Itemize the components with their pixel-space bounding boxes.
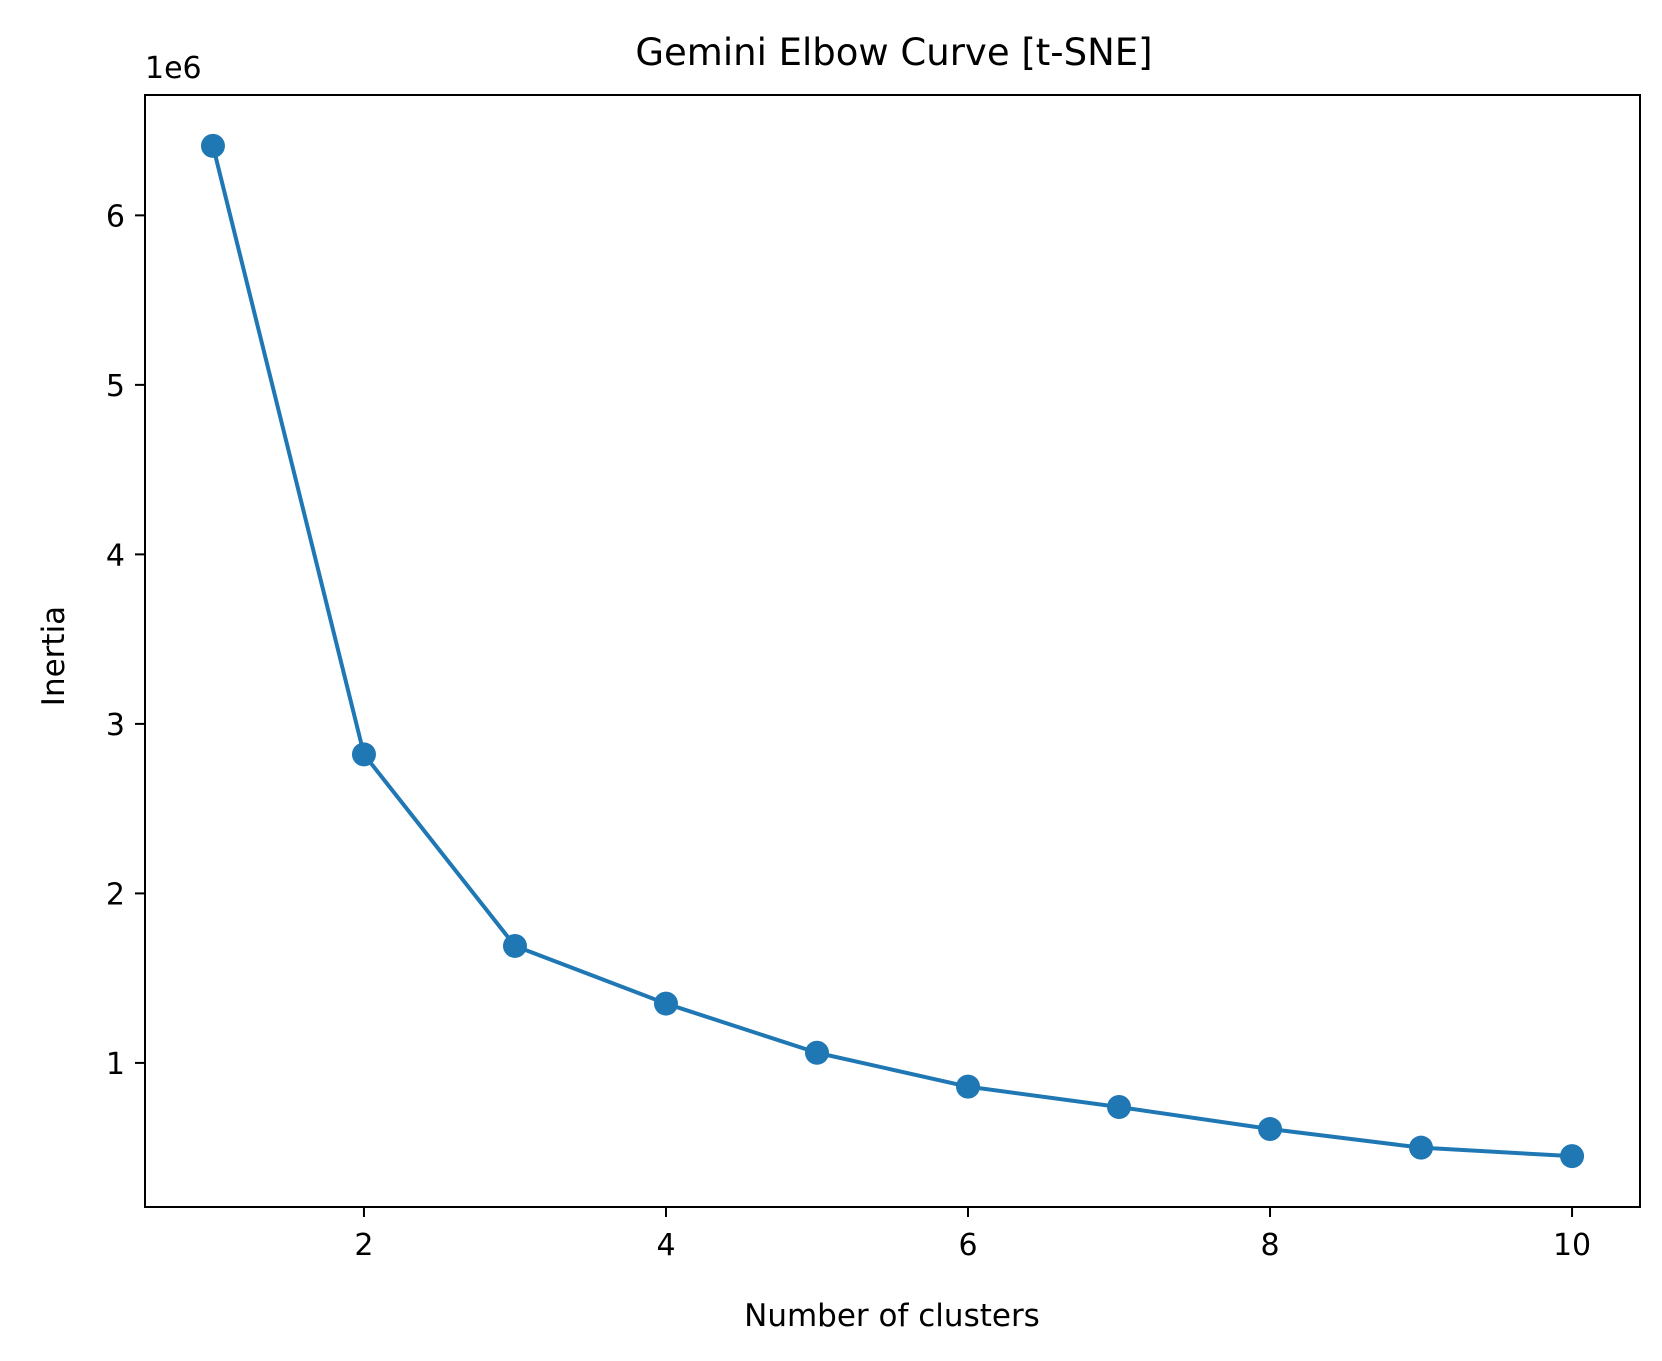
y-tick-label: 1 — [106, 1047, 125, 1082]
y-tick-label: 4 — [106, 538, 125, 573]
data-point-k2 — [351, 742, 376, 767]
x-tick-label: 6 — [958, 1228, 977, 1263]
plot-frame — [144, 94, 1641, 1208]
y-offset-label: 1e6 — [145, 51, 202, 86]
x-tick-label: 4 — [656, 1228, 675, 1263]
data-point-k8 — [1258, 1117, 1283, 1142]
data-point-k3 — [502, 933, 527, 958]
x-tick-label: 8 — [1260, 1228, 1279, 1263]
y-tick-label: 2 — [106, 877, 125, 912]
data-point-k7 — [1107, 1094, 1132, 1119]
y-tick-label: 5 — [106, 369, 125, 404]
data-point-k6 — [956, 1074, 981, 1099]
chart-title: Gemini Elbow Curve [t-SNE] — [635, 31, 1152, 74]
inertia-data-points — [200, 133, 1585, 1169]
data-point-k5 — [804, 1040, 829, 1065]
y-axis-label: Inertia — [36, 606, 72, 706]
data-point-k4 — [653, 991, 678, 1016]
x-tick-label: 10 — [1553, 1228, 1591, 1263]
y-axis-ticks: 1 2 3 4 5 6 — [106, 199, 145, 1082]
data-point-k9 — [1409, 1135, 1434, 1160]
y-tick-label: 3 — [106, 708, 125, 743]
inertia-series-line — [210, 143, 1575, 1159]
x-tick-label: 2 — [354, 1228, 373, 1263]
x-axis-label: Number of clusters — [744, 1298, 1040, 1334]
data-point-k10 — [1560, 1144, 1585, 1169]
data-point-k1 — [200, 133, 225, 158]
x-axis-ticks: 2 4 6 8 10 — [354, 1207, 1591, 1263]
y-tick-label: 6 — [106, 199, 125, 234]
